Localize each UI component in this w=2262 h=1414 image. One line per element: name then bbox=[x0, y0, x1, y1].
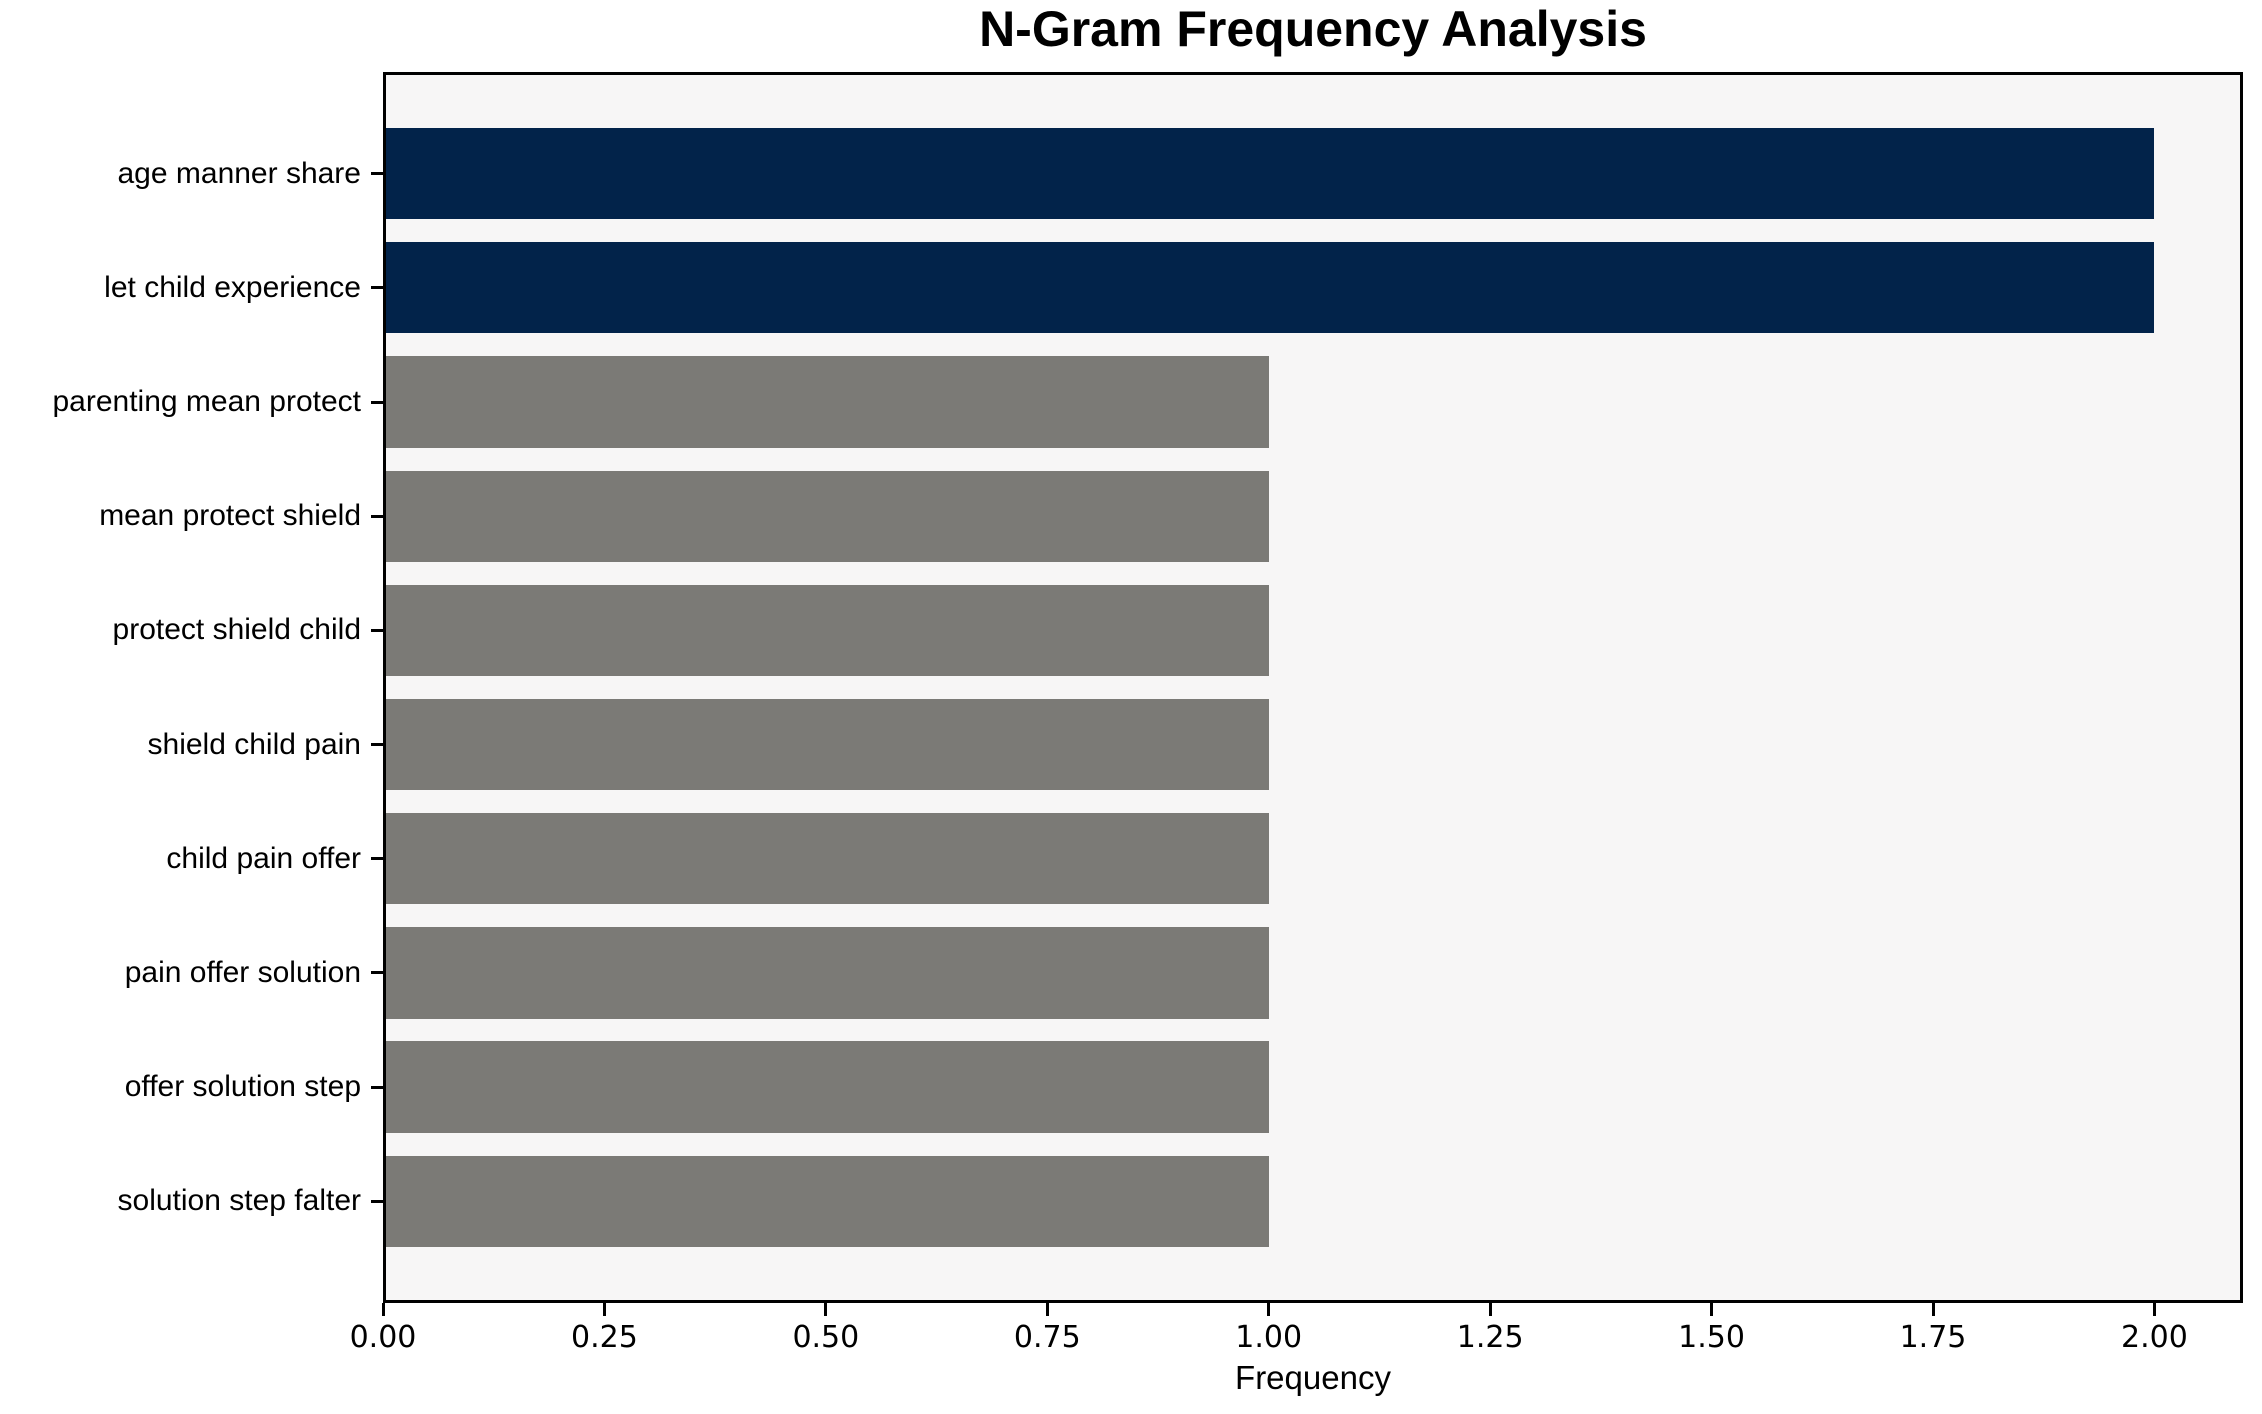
y-tick-label: shield child pain bbox=[147, 727, 361, 761]
x-tick-mark bbox=[381, 1303, 385, 1316]
x-tick-mark bbox=[824, 1303, 828, 1316]
y-tick-label: offer solution step bbox=[124, 1070, 361, 1104]
y-tick-mark bbox=[371, 857, 383, 861]
y-tick-label: child pain offer bbox=[166, 841, 361, 875]
x-tick-mark bbox=[602, 1303, 606, 1316]
x-axis-label: Frequency bbox=[1235, 1359, 1391, 1396]
bar bbox=[383, 813, 1269, 905]
x-tick-label: 1.50 bbox=[1678, 1320, 1745, 1355]
y-tick-mark bbox=[371, 971, 383, 975]
bar bbox=[383, 127, 2155, 220]
x-tick-label: 1.75 bbox=[1899, 1320, 1967, 1355]
y-tick-mark bbox=[371, 514, 383, 518]
y-tick-label: solution step falter bbox=[117, 1184, 361, 1218]
x-tick-label: 2.00 bbox=[2121, 1320, 2188, 1355]
bar bbox=[383, 698, 1269, 791]
x-tick-label: 1.00 bbox=[1235, 1320, 1303, 1355]
x-tick-label: 0.25 bbox=[571, 1320, 638, 1355]
x-tick-mark bbox=[1710, 1303, 1714, 1316]
x-tick-mark bbox=[1267, 1303, 1271, 1316]
y-tick-label: let child experience bbox=[104, 270, 361, 304]
x-tick-label: 0.75 bbox=[1013, 1320, 1081, 1355]
x-tick-label: 0.00 bbox=[349, 1320, 417, 1355]
x-tick-mark bbox=[2152, 1303, 2156, 1316]
bar bbox=[383, 1041, 1269, 1133]
x-tick-mark bbox=[1045, 1303, 1049, 1316]
bar bbox=[383, 242, 2155, 334]
x-tick-mark bbox=[1931, 1303, 1935, 1316]
y-tick-mark bbox=[371, 628, 383, 632]
y-tick-mark bbox=[371, 1085, 383, 1089]
bar bbox=[383, 584, 1269, 677]
y-tick-label: protect shield child bbox=[112, 613, 361, 647]
bar bbox=[383, 356, 1269, 448]
chart-title: N-Gram Frequency Analysis bbox=[979, 1, 1647, 57]
y-tick-mark bbox=[371, 1199, 383, 1203]
x-tick-label: 1.25 bbox=[1456, 1320, 1524, 1355]
bar bbox=[383, 470, 1269, 562]
y-tick-label: pain offer solution bbox=[124, 955, 361, 989]
y-tick-label: parenting mean protect bbox=[52, 385, 361, 419]
y-tick-label: age manner share bbox=[117, 156, 362, 190]
x-tick-mark bbox=[1488, 1303, 1492, 1316]
y-tick-mark bbox=[371, 400, 383, 404]
y-tick-mark bbox=[371, 172, 383, 176]
bar bbox=[383, 1155, 1269, 1248]
bar bbox=[383, 927, 1269, 1019]
y-tick-mark bbox=[371, 286, 383, 290]
x-tick-label: 0.50 bbox=[792, 1320, 860, 1355]
y-tick-label: mean protect shield bbox=[99, 499, 361, 533]
y-tick-mark bbox=[371, 743, 383, 747]
